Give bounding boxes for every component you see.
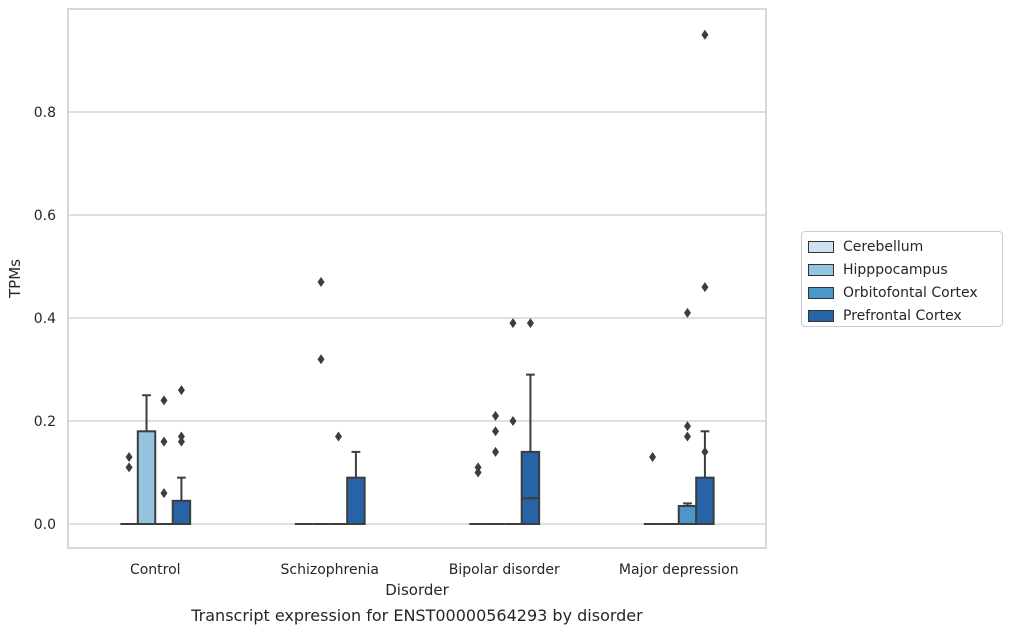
outlier-point bbox=[125, 452, 133, 463]
plot-frame bbox=[67, 8, 767, 549]
y-tick-label: 0.2 bbox=[34, 414, 56, 430]
x-tick-label: Schizophrenia bbox=[281, 562, 379, 578]
y-axis-label: TPMs bbox=[6, 259, 24, 299]
outlier-point bbox=[701, 282, 709, 293]
chart-caption: Transcript expression for ENST0000056429… bbox=[191, 606, 643, 625]
outlier-point bbox=[492, 446, 500, 457]
outlier-point bbox=[526, 318, 534, 329]
y-tick-label: 0.8 bbox=[34, 105, 56, 121]
outlier-point bbox=[125, 462, 133, 473]
outlier-point bbox=[177, 431, 185, 442]
legend-item: Hipppocampus bbox=[808, 258, 1002, 281]
outlier-point bbox=[492, 410, 500, 421]
outlier-point bbox=[177, 385, 185, 396]
box bbox=[136, 430, 157, 525]
x-tick-label: Control bbox=[130, 562, 181, 578]
outlier-point bbox=[474, 467, 482, 478]
legend-label: Prefrontal Cortex bbox=[843, 307, 962, 324]
outlier-point bbox=[683, 431, 691, 442]
outlier-point bbox=[317, 354, 325, 365]
legend-swatch bbox=[808, 286, 834, 299]
box bbox=[520, 450, 541, 525]
outlier-point bbox=[492, 426, 500, 437]
box bbox=[171, 499, 192, 526]
legend-swatch bbox=[808, 240, 834, 253]
outlier-point bbox=[160, 436, 168, 447]
x-axis-label: Disorder bbox=[385, 581, 449, 599]
legend-item: Orbitofontal Cortex bbox=[808, 281, 1002, 304]
legend-item: Prefrontal Cortex bbox=[808, 304, 1002, 327]
legend-item: Cerebellum bbox=[808, 235, 1002, 258]
box bbox=[677, 504, 698, 526]
y-tick-label: 0.6 bbox=[34, 208, 56, 224]
outlier-point bbox=[701, 29, 709, 40]
y-tick-label: 0.4 bbox=[34, 311, 56, 327]
outlier-point bbox=[509, 416, 517, 426]
outlier-point bbox=[509, 318, 517, 329]
outlier-point bbox=[474, 462, 482, 473]
outlier-point bbox=[317, 276, 325, 287]
legend-label: Hipppocampus bbox=[843, 261, 948, 278]
legend: Cerebellum Hipppocampus Orbitofontal Corte… bbox=[801, 231, 1003, 327]
outlier-point bbox=[683, 307, 691, 318]
box bbox=[695, 476, 715, 525]
outlier-point bbox=[160, 395, 168, 406]
x-tick-label: Major depression bbox=[619, 562, 739, 578]
y-tick-label: 0.0 bbox=[34, 517, 56, 533]
outlier-point bbox=[649, 452, 657, 463]
outlier-point bbox=[160, 488, 168, 499]
legend-label: Orbitofontal Cortex bbox=[843, 284, 978, 301]
legend-swatch bbox=[808, 263, 834, 276]
outlier-point bbox=[177, 436, 185, 447]
box bbox=[346, 476, 366, 525]
legend-swatch bbox=[808, 309, 834, 322]
outlier-point bbox=[334, 431, 342, 442]
outlier-point bbox=[683, 421, 691, 432]
outlier-point bbox=[701, 446, 709, 457]
legend-label: Cerebellum bbox=[843, 238, 924, 255]
x-tick-label: Bipolar disorder bbox=[449, 562, 560, 578]
